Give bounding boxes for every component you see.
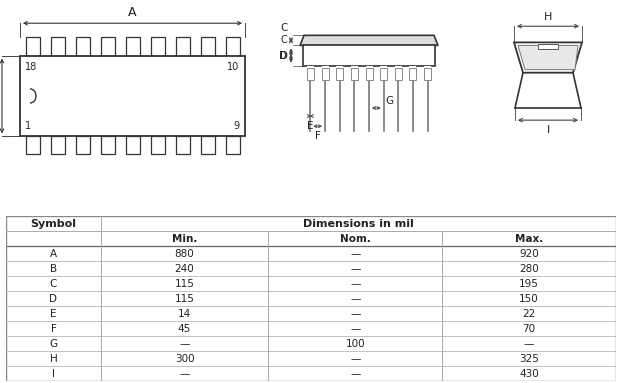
Text: Dimensions in mil: Dimensions in mil [303,219,414,229]
Bar [424,65,431,71]
Bar [409,68,417,80]
Polygon shape [300,35,438,46]
Text: —: — [179,368,190,379]
Bar [20,56,245,136]
Text: F: F [50,324,57,334]
Bar [50,38,65,56]
Polygon shape [518,46,578,70]
Bar [200,38,215,56]
Text: 325: 325 [519,354,539,363]
Bar [307,65,314,71]
Bar [366,65,373,71]
Text: 240: 240 [175,264,195,274]
Text: 115: 115 [175,294,195,304]
Text: 14: 14 [178,309,191,319]
Text: D: D [279,51,287,61]
Text: —: — [350,249,360,259]
Bar [75,136,90,154]
Bar [380,68,387,80]
Text: Symbol: Symbol [30,219,77,229]
Text: 150: 150 [519,294,539,304]
Bar [200,136,215,154]
Text: —: — [350,279,360,289]
Text: 70: 70 [522,324,536,334]
Text: —: — [350,324,360,334]
Text: I: I [52,368,55,379]
Text: —: — [350,368,360,379]
Bar [307,68,314,80]
Text: —: — [179,339,190,349]
Bar [126,38,139,56]
Text: G: G [386,96,394,106]
Text: 300: 300 [175,354,194,363]
Bar [538,44,558,49]
Bar [322,68,328,80]
Text: H: H [544,12,552,22]
Text: C: C [281,35,287,46]
Bar [395,65,402,71]
Text: —: — [350,309,360,319]
Text: F: F [315,131,320,141]
Bar [351,68,358,80]
Text: B: B [50,264,57,274]
Bar [151,136,164,154]
Bar [75,38,90,56]
Text: Nom.: Nom. [340,234,371,244]
Bar [101,38,114,56]
Bar [126,136,139,154]
Text: 18: 18 [25,62,37,72]
Text: E: E [50,309,57,319]
Bar [303,46,435,65]
Text: Max.: Max. [515,234,543,244]
Bar [226,136,239,154]
Bar [380,65,387,71]
Bar [336,68,343,80]
Text: 430: 430 [519,368,539,379]
Bar [322,65,328,71]
Text: D: D [280,51,288,61]
Text: C: C [281,23,288,33]
Text: A: A [50,249,57,259]
Text: 880: 880 [175,249,195,259]
Text: 115: 115 [175,279,195,289]
Bar [424,68,431,80]
Text: —: — [524,339,534,349]
Bar [351,65,358,71]
Bar [26,136,40,154]
Bar [175,38,190,56]
Bar [395,68,402,80]
Bar [409,65,417,71]
Text: 920: 920 [519,249,539,259]
Text: —: — [350,294,360,304]
Polygon shape [514,43,582,73]
Bar [175,136,190,154]
Text: —: — [350,264,360,274]
Bar [366,68,373,80]
Bar [101,136,114,154]
Text: 10: 10 [227,62,239,72]
Bar [226,38,239,56]
Bar [151,38,164,56]
Text: 195: 195 [519,279,539,289]
Text: 100: 100 [345,339,365,349]
Text: 1: 1 [25,121,31,131]
Text: 9: 9 [233,121,239,131]
Bar [50,136,65,154]
Text: E: E [307,121,313,131]
Text: I: I [546,125,550,135]
Text: H: H [50,354,57,363]
Text: D: D [50,294,57,304]
Text: G: G [49,339,57,349]
Text: 280: 280 [519,264,539,274]
Bar [336,65,343,71]
Text: Min.: Min. [172,234,197,244]
Text: 22: 22 [522,309,536,319]
Text: A: A [128,6,137,19]
Bar [26,38,40,56]
Text: 45: 45 [178,324,191,334]
Text: —: — [350,354,360,363]
Text: C: C [50,279,57,289]
